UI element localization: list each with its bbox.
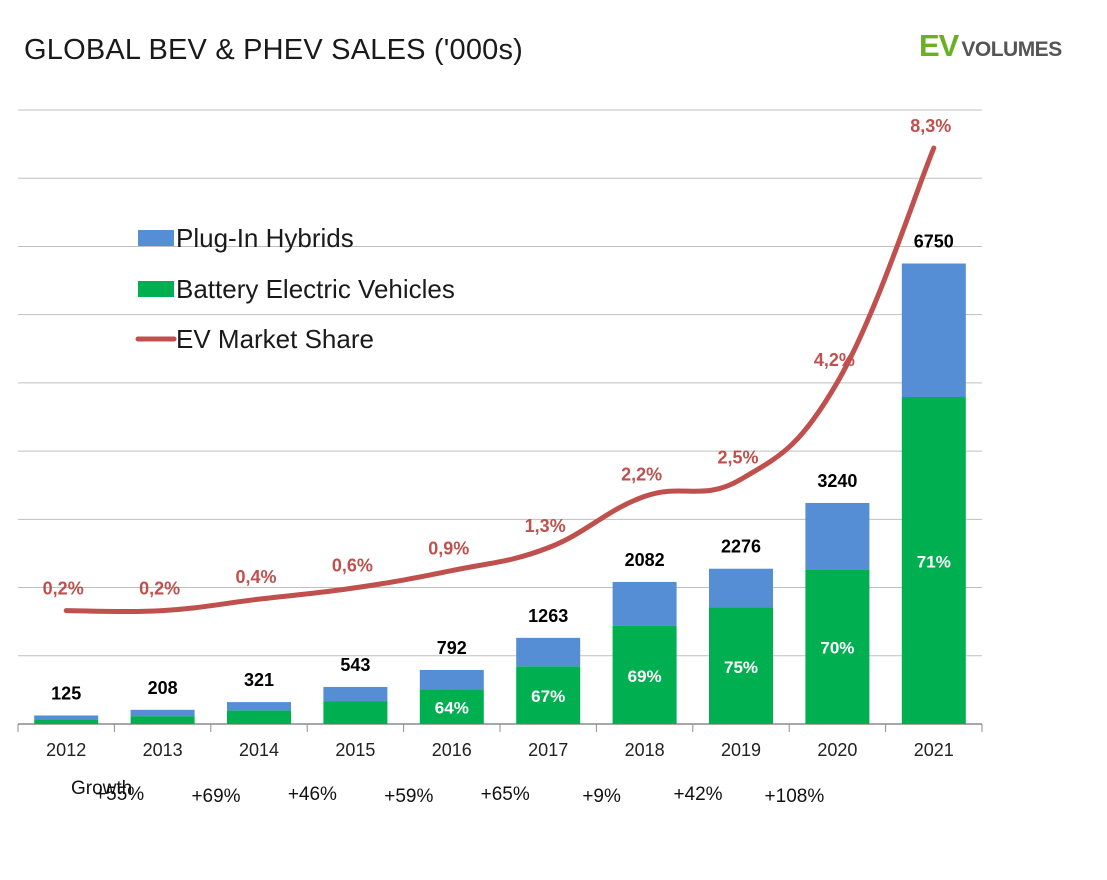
chart-title: GLOBAL BEV & PHEV SALES ('000s) [24, 34, 524, 66]
bev-bar [419, 689, 484, 724]
market-share-label: 0,2% [139, 579, 180, 599]
bev-share-label: 64% [435, 699, 469, 718]
bar-total-label: 2082 [625, 550, 665, 570]
phev-bar [709, 568, 773, 608]
bev-bar [516, 666, 581, 724]
phev-bar [130, 709, 195, 717]
phev-bar [34, 715, 99, 720]
legend-label: Battery Electric Vehicles [176, 274, 455, 304]
legend-phev-swatch [138, 230, 174, 246]
growth-value: +69% [191, 786, 241, 807]
bev-share-label: 69% [628, 667, 662, 686]
market-share-label: 1,3% [525, 516, 566, 536]
growth-value: +108% [764, 786, 825, 807]
x-tick-label: 2019 [721, 740, 761, 760]
phev-bar [901, 263, 966, 398]
x-tick-label: 2015 [335, 740, 375, 760]
growth-value: +46% [287, 784, 337, 805]
x-tick-label: 2013 [143, 740, 183, 760]
x-tick-label: 2020 [817, 740, 857, 760]
legend-bev-swatch [138, 281, 174, 297]
market-share-label: 0,6% [332, 556, 373, 576]
x-tick-label: 2012 [46, 740, 86, 760]
bev-share-label: 67% [531, 687, 565, 706]
phev-bar [805, 502, 870, 570]
phev-bar [516, 637, 581, 667]
bev-bar [34, 719, 99, 724]
legend-label: EV Market Share [176, 324, 374, 354]
x-tick-label: 2017 [528, 740, 568, 760]
bev-bar [709, 607, 773, 724]
market-share-label: 2,5% [717, 447, 758, 467]
phev-bar [612, 581, 677, 626]
logo-volumes-text: VOLUMES [961, 38, 1062, 61]
market-share-label: 0,4% [235, 567, 276, 587]
x-tick-label: 2016 [432, 740, 472, 760]
x-tick-label: 2014 [239, 740, 279, 760]
ev-volumes-logo: EV VOLUMES [919, 28, 1062, 64]
bar-total-label: 6750 [914, 232, 954, 252]
bev-bar [901, 397, 966, 724]
bar-total-label: 321 [244, 670, 274, 690]
growth-value: +55% [95, 784, 145, 805]
market-share-line [63, 145, 937, 615]
market-share-label: 8,3% [910, 116, 951, 136]
bev-bar [227, 710, 291, 724]
bar-total-label: 543 [340, 655, 370, 675]
bar-total-label: 792 [437, 638, 467, 658]
market-share-label: 0,2% [43, 579, 84, 599]
x-tick-label: 2021 [914, 740, 954, 760]
phev-bar [323, 686, 388, 702]
growth-value: +65% [480, 784, 530, 805]
bev-bar [805, 569, 870, 724]
market-share-label: 0,9% [428, 539, 469, 559]
phev-bar [227, 702, 291, 711]
growth-value: +42% [673, 784, 723, 805]
bev-share-label: 71% [917, 553, 951, 572]
x-tick-label: 2018 [625, 740, 665, 760]
bar-total-label: 3240 [817, 471, 857, 491]
bar-total-label: 208 [148, 678, 178, 698]
market-share-label: 4,2% [814, 350, 855, 370]
bev-bar [323, 701, 388, 724]
logo-ev-text: EV [919, 28, 959, 63]
growth-label: Growth [71, 778, 133, 799]
legend-label: Plug-In Hybrids [176, 223, 354, 253]
bar-total-label: 125 [51, 683, 81, 703]
growth-value: +59% [384, 786, 434, 807]
bev-bar [130, 716, 195, 724]
bev-share-label: 70% [820, 639, 854, 658]
bar-total-label: 1263 [528, 606, 568, 626]
bev-share-label: 75% [724, 658, 758, 677]
market-share-label: 2,2% [621, 464, 662, 484]
bar-total-label: 2276 [721, 537, 761, 557]
phev-bar [419, 669, 484, 690]
growth-value: +9% [582, 786, 621, 807]
bev-bar [612, 625, 677, 724]
